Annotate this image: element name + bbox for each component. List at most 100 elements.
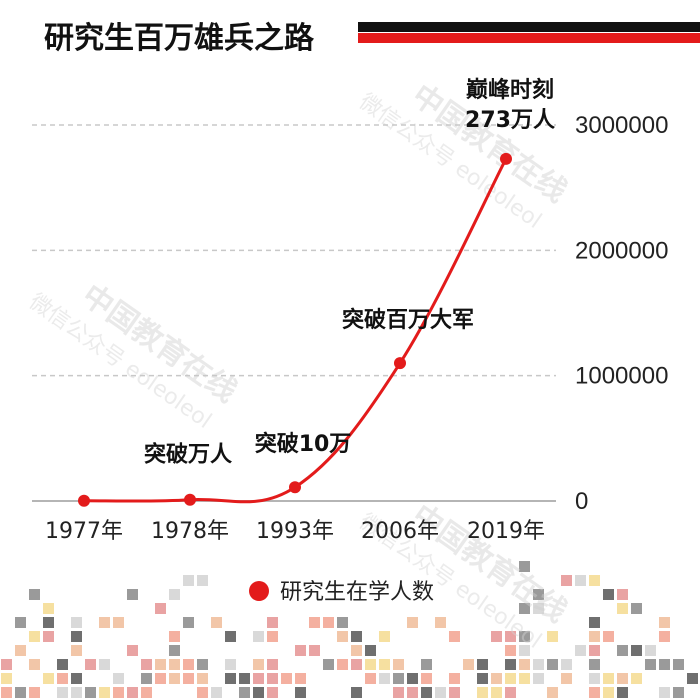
annotation-label: 突破百万大军 [342, 307, 474, 333]
x-tick-label: 2019年 [467, 519, 545, 544]
data-point [394, 357, 406, 370]
mosaic-tile [519, 673, 530, 684]
mosaic-tile [533, 673, 544, 684]
mosaic-tile [113, 617, 124, 628]
mosaic-tile [407, 687, 418, 698]
mosaic-tile [15, 687, 26, 698]
mosaic-tile [547, 687, 558, 698]
mosaic-tile [351, 659, 362, 670]
mosaic-tile [365, 673, 376, 684]
x-tick-label: 2006年 [361, 519, 439, 544]
mosaic-tile [295, 673, 306, 684]
mosaic-tile [309, 617, 320, 628]
mosaic-tile [393, 659, 404, 670]
mosaic-tile [519, 659, 530, 670]
mosaic-tile [603, 631, 614, 642]
mosaic-tile [71, 645, 82, 656]
x-tick-label: 1977年 [45, 519, 123, 544]
x-tick-label: 1993年 [256, 519, 334, 544]
mosaic-tile [533, 589, 544, 600]
y-tick-label: 1000000 [575, 363, 668, 390]
mosaic-tile [141, 687, 152, 698]
mosaic-tile [43, 673, 54, 684]
mosaic-tile [393, 673, 404, 684]
mosaic-tile [393, 687, 404, 698]
mosaic-tile [1, 659, 12, 670]
mosaic-tile [99, 659, 110, 670]
mosaic-tile [183, 659, 194, 670]
mosaic-tile [505, 659, 516, 670]
mosaic-tile [659, 631, 670, 642]
mosaic-tile [561, 575, 572, 586]
mosaic-tile [519, 561, 530, 572]
mosaic-tile [155, 659, 166, 670]
mosaic-tile [267, 631, 278, 642]
mosaic-tile [29, 589, 40, 600]
mosaic-tile [505, 673, 516, 684]
mosaic-tile [435, 687, 446, 698]
mosaic-tile [421, 673, 432, 684]
mosaic-tile [589, 631, 600, 642]
mosaic-tile [463, 659, 474, 670]
mosaic-tile [645, 659, 656, 670]
mosaic-tile [99, 617, 110, 628]
mosaic-tile [589, 659, 600, 670]
mosaic-tile [449, 687, 460, 698]
annotation-label: 巅峰时刻 [466, 77, 554, 103]
mosaic-tile [561, 659, 572, 670]
mosaic-tile [281, 673, 292, 684]
header-bar-red [358, 33, 700, 43]
mosaic-tile [113, 687, 124, 698]
mosaic-tile [71, 673, 82, 684]
mosaic-tile [183, 575, 194, 586]
mosaic-tile [113, 673, 124, 684]
mosaic-tile [267, 673, 278, 684]
mosaic-tile [225, 673, 236, 684]
mosaic-tile [631, 645, 642, 656]
mosaic-tile [1, 687, 12, 698]
mosaic-tile [547, 659, 558, 670]
data-point [184, 493, 196, 506]
mosaic-tile [15, 645, 26, 656]
mosaic-tile [589, 645, 600, 656]
data-point [289, 481, 301, 494]
y-axis-tick-labels: 0 1000000 2000000 3000000 [575, 112, 668, 515]
mosaic-tile [43, 617, 54, 628]
mosaic-tile [519, 603, 530, 614]
gridlines [32, 124, 556, 377]
mosaic-tile [253, 673, 264, 684]
mosaic-tile [449, 631, 460, 642]
mosaic-tile [533, 659, 544, 670]
mosaic-tile [57, 673, 68, 684]
mosaic-tile [477, 687, 488, 698]
mosaic-tile [477, 659, 488, 670]
legend-label: 研究生在学人数 [280, 580, 434, 605]
mosaic-tile [505, 645, 516, 656]
mosaic-tile [197, 673, 208, 684]
mosaic-tile [603, 673, 614, 684]
mosaic-tile [309, 645, 320, 656]
mosaic-tile [71, 617, 82, 628]
mosaic-tile [197, 687, 208, 698]
mosaic-tile [575, 575, 586, 586]
annotations: 突破万人 突破10万 突破百万大军 巅峰时刻 273万人 [144, 77, 555, 468]
mosaic-tile [99, 687, 110, 698]
mosaic-tile [155, 673, 166, 684]
mosaic-tile [631, 673, 642, 684]
mosaic-tile [617, 673, 628, 684]
mosaic-tile [673, 659, 684, 670]
mosaic-tile [267, 617, 278, 628]
header-bar-black [358, 22, 700, 32]
mosaic-tile [603, 687, 614, 698]
mosaic-tile [211, 687, 222, 698]
mosaic-tile [351, 631, 362, 642]
mosaic-tile [547, 631, 558, 642]
mosaic-tile [127, 645, 138, 656]
y-tick-label: 2000000 [575, 237, 668, 264]
mosaic-tile [337, 659, 348, 670]
mosaic-tile [197, 575, 208, 586]
mosaic-tile [253, 687, 264, 698]
mosaic-tile [505, 687, 516, 698]
